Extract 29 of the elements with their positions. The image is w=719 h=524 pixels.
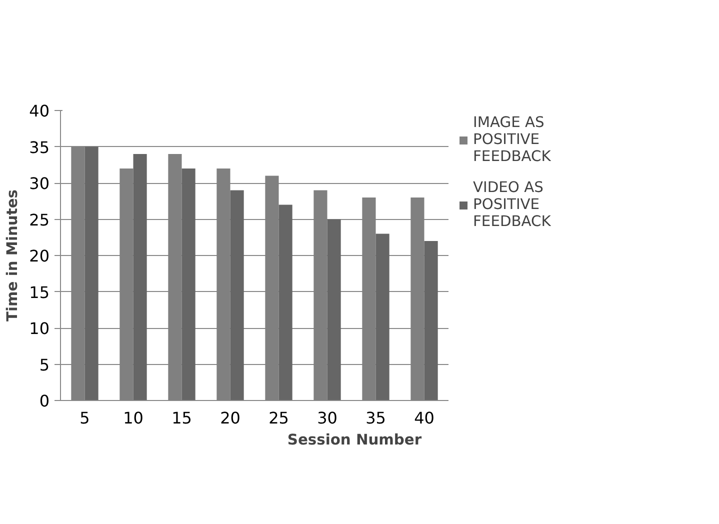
y-tick-label: 30 — [29, 174, 50, 193]
bar — [182, 168, 196, 400]
x-tick-label: 25 — [268, 408, 289, 428]
x-tick-label: 35 — [366, 408, 386, 428]
bar — [278, 204, 292, 400]
bar — [230, 190, 244, 400]
x-tick-label: 10 — [123, 408, 144, 428]
y-tick-label: 25 — [29, 210, 50, 230]
y-tick-label: 40 — [29, 102, 50, 120]
y-axis-title: Time in Minutes — [4, 189, 22, 322]
y-tick-label: 20 — [29, 246, 50, 266]
y-tick-label: 35 — [29, 138, 50, 157]
x-tick-label: 5 — [80, 408, 90, 428]
x-axis-title: Session Number — [287, 432, 422, 448]
y-tick-label: 0 — [39, 392, 50, 410]
y-tick-label: 10 — [29, 319, 50, 338]
x-tick-label: 15 — [172, 408, 192, 428]
bar — [424, 241, 438, 400]
y-tick-label: 15 — [29, 282, 50, 302]
bar — [133, 154, 147, 400]
legend-label: VIDEO AS POSITIVE FEEDBACK — [473, 179, 551, 230]
x-tick-label: 40 — [414, 408, 434, 428]
y-tick-label: 5 — [39, 355, 50, 374]
legend-label: IMAGE AS POSITIVE FEEDBACK — [473, 114, 551, 165]
x-tick-label: 20 — [220, 408, 240, 428]
x-tick-label: 30 — [317, 408, 338, 428]
bar — [327, 219, 341, 400]
bar — [84, 146, 98, 400]
bar — [376, 234, 390, 400]
